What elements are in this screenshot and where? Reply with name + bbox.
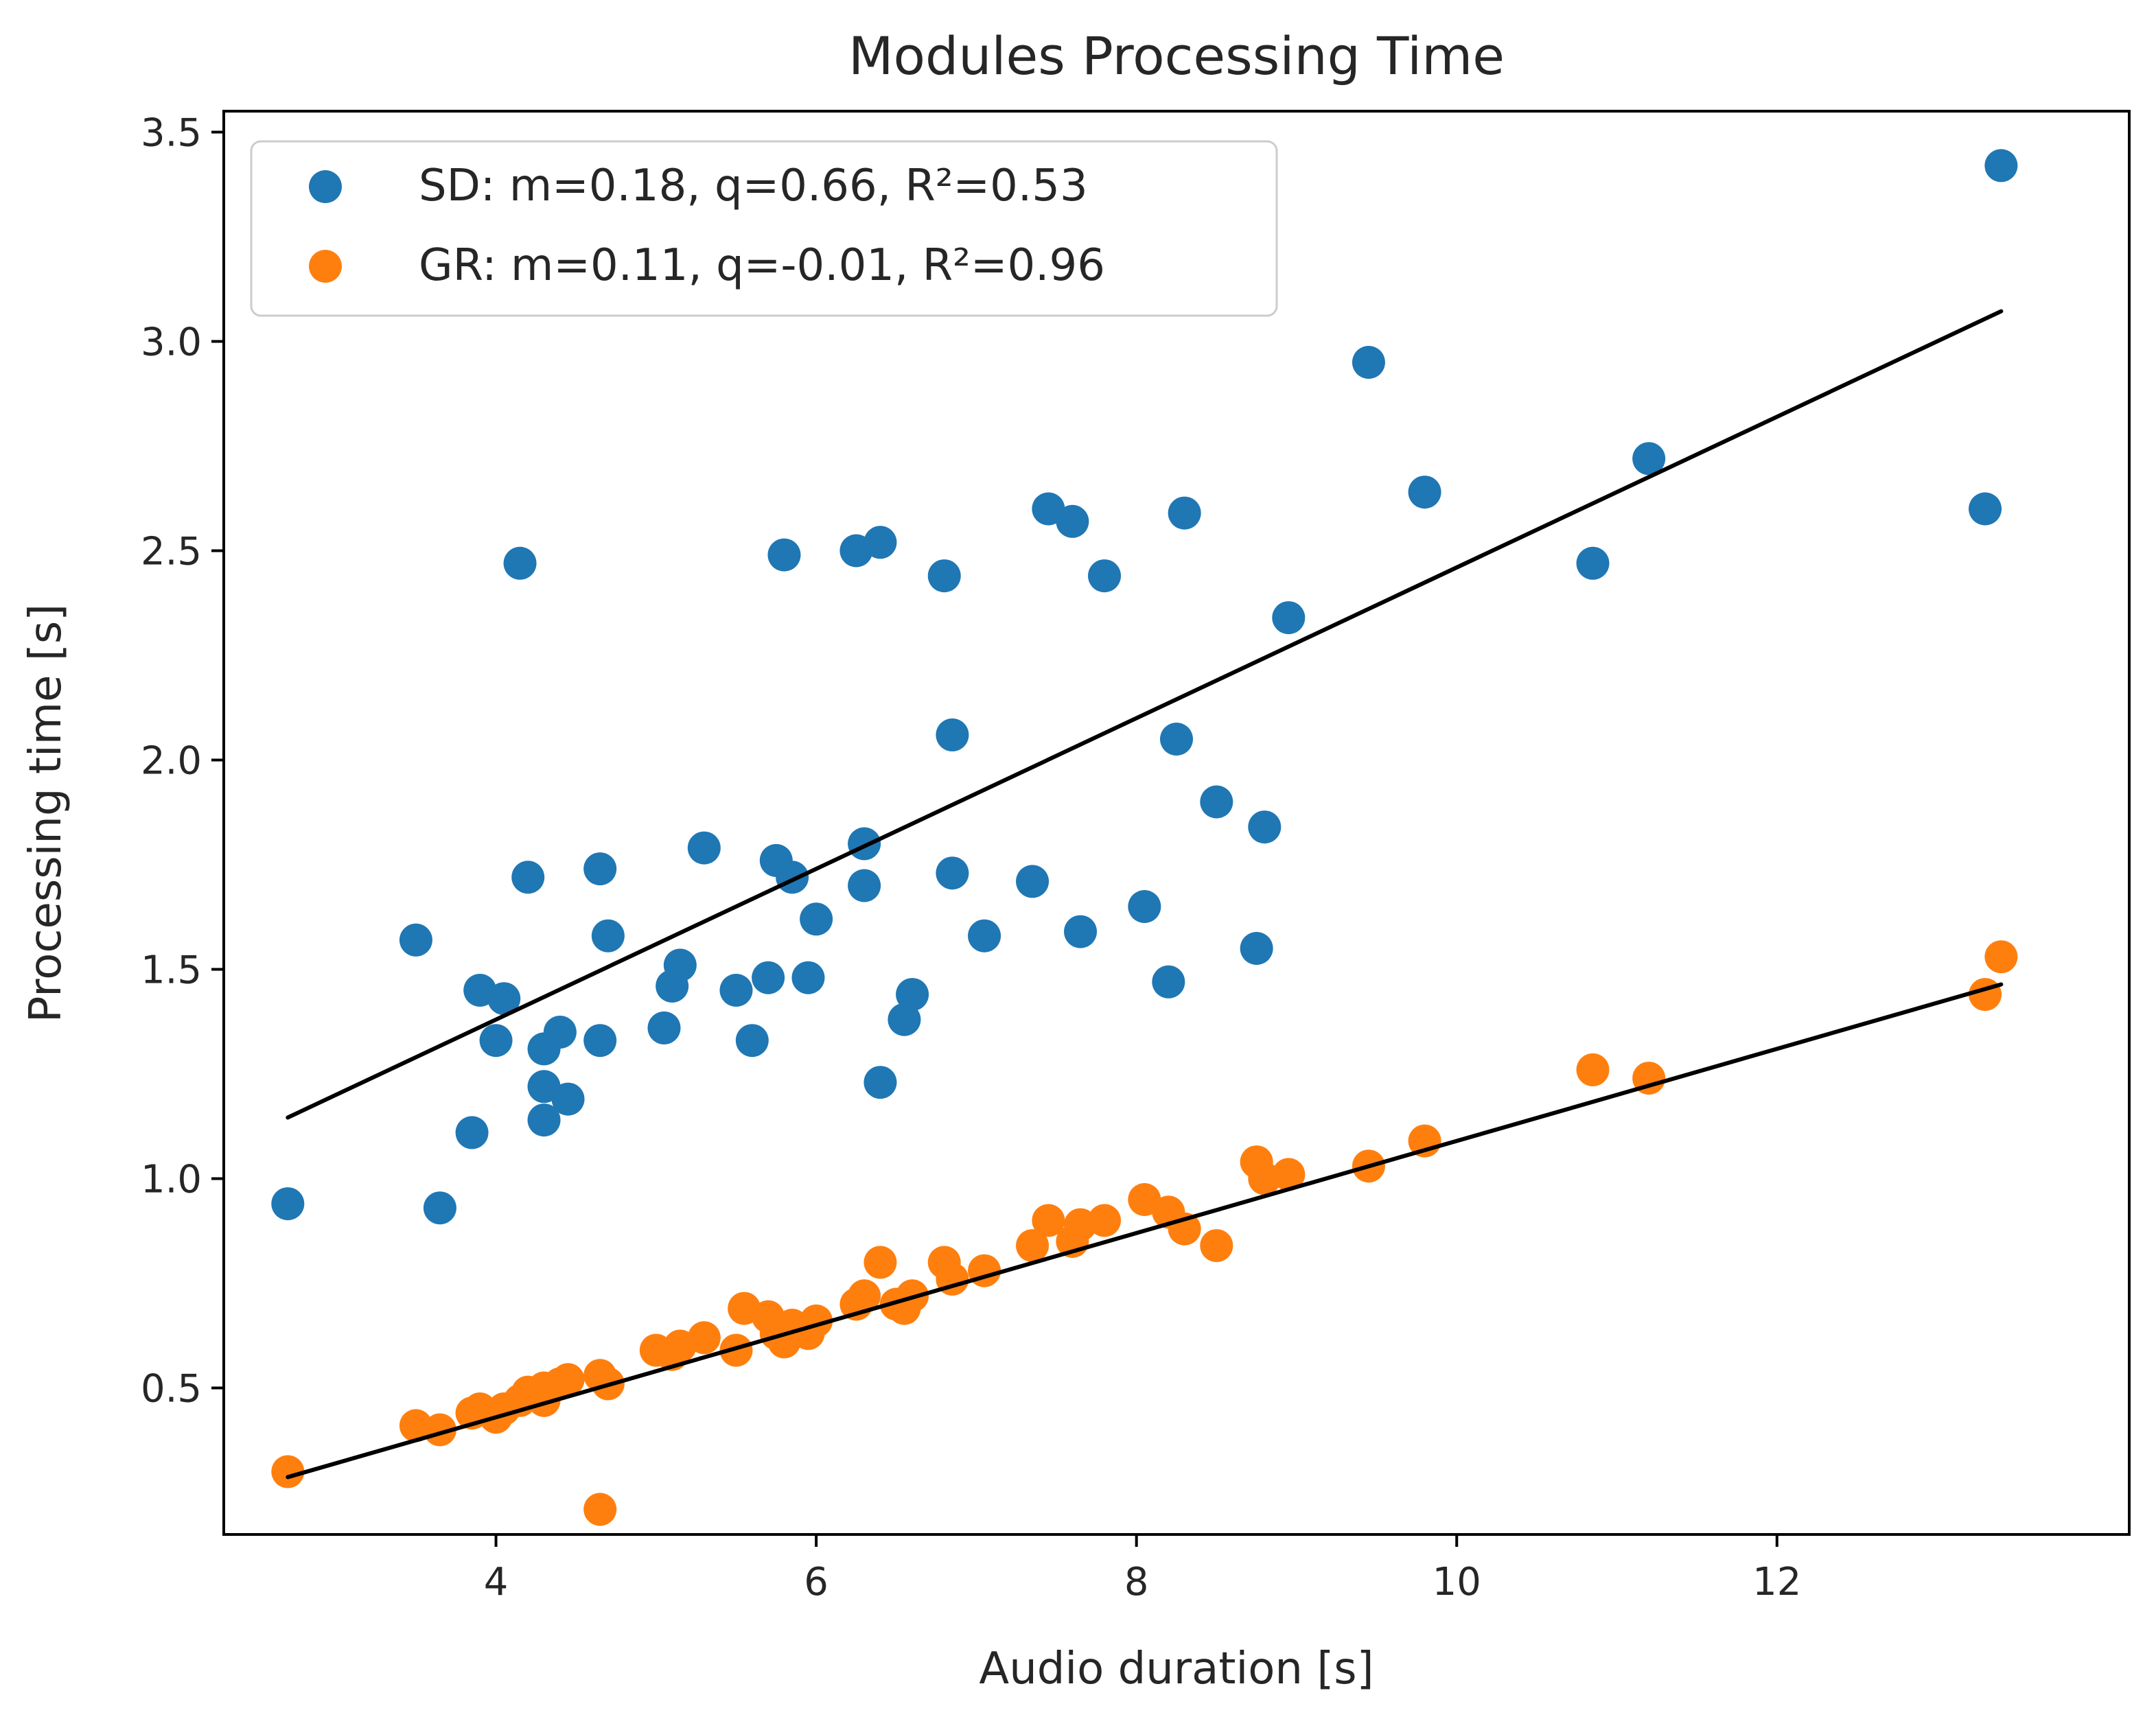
data-point-sd [752, 961, 785, 994]
data-point-sd [1240, 932, 1273, 965]
data-point-sd [511, 861, 545, 894]
data-point-sd [527, 1103, 561, 1137]
legend-label-sd: SD: m=0.18, q=0.66, R²=0.53 [419, 161, 1088, 211]
x-tick-label: 10 [1433, 1560, 1481, 1604]
x-tick-label: 6 [804, 1560, 828, 1604]
data-point-sd [1088, 559, 1122, 593]
data-point-sd [791, 961, 825, 994]
x-axis: 4 6 8 10 12 [484, 1534, 1801, 1604]
data-point-sd [936, 718, 969, 751]
data-point-sd [848, 869, 881, 902]
data-point-sd [1352, 346, 1385, 379]
data-point-sd [503, 546, 537, 580]
plot-area [271, 149, 2018, 1526]
y-tick-label: 0.5 [141, 1367, 202, 1412]
data-point-gr [271, 1455, 305, 1488]
data-point-sd [1056, 504, 1089, 538]
data-point-gr [1088, 1204, 1122, 1237]
x-tick-label: 8 [1124, 1560, 1149, 1604]
data-point-sd [687, 831, 721, 865]
data-point-gr [1032, 1204, 1065, 1237]
data-point-gr [1984, 940, 2018, 974]
data-point-sd [399, 923, 432, 957]
legend-marker-gr [309, 250, 342, 283]
data-point-sd [896, 978, 929, 1012]
data-point-gr [863, 1246, 897, 1279]
data-point-sd [1969, 492, 2002, 526]
data-point-sd [888, 1003, 921, 1036]
data-point-sd [927, 559, 961, 593]
x-tick-label: 4 [484, 1560, 509, 1604]
data-point-gr [1200, 1229, 1233, 1263]
data-point-sd [551, 1082, 585, 1116]
data-point-sd [735, 1024, 769, 1058]
data-point-sd [1984, 149, 2018, 183]
data-point-sd [936, 856, 969, 890]
data-point-sd [663, 948, 697, 982]
data-point-sd [583, 852, 617, 886]
data-point-sd [1200, 785, 1233, 819]
data-point-sd [800, 902, 833, 936]
data-point-sd [455, 1116, 489, 1149]
data-point-sd [1576, 546, 1610, 580]
y-tick-label: 1.0 [141, 1158, 202, 1202]
data-point-gr [968, 1254, 1001, 1287]
x-tick-label: 12 [1752, 1560, 1801, 1604]
data-point-gr [848, 1279, 881, 1313]
data-point-sd [1064, 915, 1098, 948]
data-point-sd [1016, 865, 1050, 898]
data-point-gr [583, 1493, 617, 1526]
data-point-sd [1168, 496, 1201, 530]
data-point-sd [1272, 601, 1306, 635]
fit-line-gr [286, 982, 2004, 1480]
data-point-gr [687, 1321, 721, 1355]
y-axis-label: Processing time [s] [21, 604, 71, 1023]
data-point-sd [1152, 965, 1185, 998]
y-tick-label: 2.5 [141, 530, 202, 574]
fit-line-sd [286, 309, 2004, 1120]
data-point-sd [423, 1191, 456, 1225]
data-point-gr [423, 1413, 456, 1447]
data-point-sd [487, 982, 521, 1016]
series-sd [271, 149, 2018, 1225]
data-point-sd [863, 1066, 897, 1099]
data-point-sd [1128, 890, 1161, 923]
data-point-sd [863, 526, 897, 559]
legend-marker-sd [309, 170, 342, 203]
data-point-sd [767, 538, 801, 572]
chart-title: Modules Processing Time [848, 25, 1505, 86]
plot-frame [222, 110, 2131, 1536]
legend-label-gr: GR: m=0.11, q=-0.01, R²=0.96 [419, 240, 1105, 291]
data-point-sd [479, 1024, 513, 1058]
data-point-sd [1408, 476, 1441, 509]
series-gr [271, 940, 2018, 1526]
data-point-gr [1272, 1158, 1306, 1191]
data-point-sd [848, 827, 881, 861]
y-tick-label: 3.0 [141, 320, 202, 365]
legend-box [250, 140, 1278, 317]
y-axis: 0.5 1.0 1.5 2.0 2.5 3.0 3.5 [141, 111, 224, 1412]
y-tick-label: 3.5 [141, 111, 202, 156]
legend: SD: m=0.18, q=0.66, R²=0.53 GR: m=0.11, … [250, 140, 1278, 317]
data-point-sd [583, 1024, 617, 1058]
data-point-sd [543, 1016, 577, 1049]
data-point-sd [776, 861, 809, 894]
data-point-sd [647, 1011, 681, 1044]
data-point-gr [1576, 1053, 1610, 1086]
y-tick-label: 2.0 [141, 739, 202, 784]
data-point-sd [1248, 810, 1282, 844]
data-point-sd [719, 974, 753, 1007]
data-point-gr [551, 1363, 585, 1397]
x-axis-label: Audio duration [s] [979, 1644, 1373, 1694]
data-point-gr [1016, 1229, 1050, 1263]
data-point-sd [968, 919, 1001, 953]
data-point-sd [1632, 442, 1666, 476]
data-point-sd [591, 919, 625, 953]
data-point-sd [271, 1187, 305, 1221]
y-tick-label: 1.5 [141, 948, 202, 993]
data-point-sd [1160, 723, 1193, 756]
